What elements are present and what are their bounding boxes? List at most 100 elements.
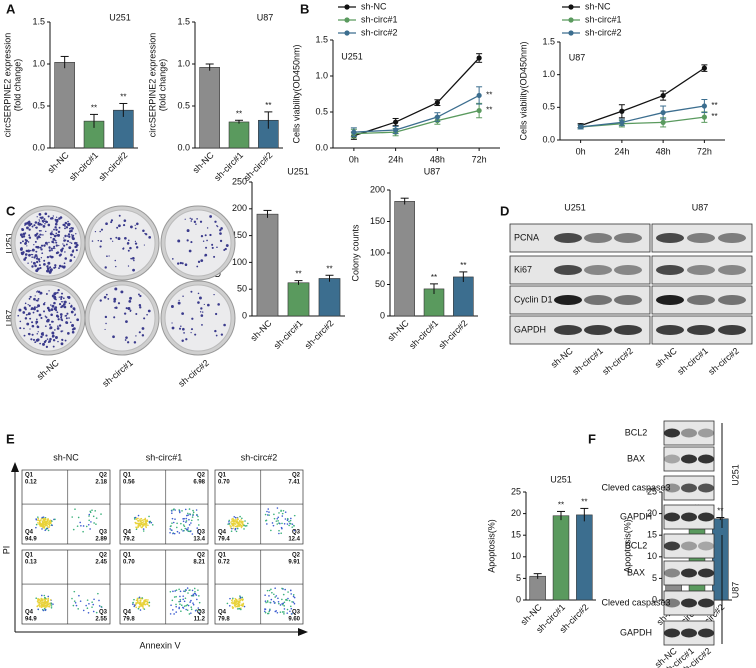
- colony: [190, 328, 194, 331]
- colony: [170, 305, 174, 308]
- colony: [64, 234, 67, 238]
- event: [82, 530, 84, 533]
- event: [92, 515, 95, 518]
- event: [144, 522, 147, 525]
- colony: [33, 256, 36, 259]
- colony: [57, 318, 60, 321]
- colony: [64, 224, 66, 227]
- colony: [197, 292, 200, 295]
- event: [274, 587, 276, 589]
- colony: [56, 327, 60, 330]
- protein-label: BCL2: [625, 540, 648, 550]
- colony: [19, 241, 22, 244]
- colony: [54, 239, 57, 242]
- quadrant-name: Q2: [99, 553, 108, 559]
- colony: [46, 244, 48, 246]
- event: [91, 509, 93, 512]
- event: [292, 593, 295, 596]
- colony: [100, 240, 103, 243]
- y-axis-label: (fold change): [12, 59, 22, 112]
- event: [278, 529, 280, 532]
- colony: [26, 245, 28, 247]
- event: [50, 605, 53, 607]
- row-label: U87: [4, 310, 14, 327]
- colony: [70, 234, 73, 236]
- event: [79, 521, 81, 524]
- colony: [67, 332, 70, 335]
- event: [290, 613, 293, 615]
- colony: [51, 320, 54, 323]
- event: [72, 604, 75, 607]
- colony: [104, 328, 106, 331]
- colony: [36, 325, 40, 329]
- blot-band: [554, 295, 582, 305]
- event: [172, 532, 174, 535]
- event: [43, 521, 46, 524]
- y-tick-label: 10: [647, 551, 657, 561]
- event: [241, 605, 244, 607]
- x-tick-label: sh-NC: [191, 150, 216, 175]
- colony: [56, 218, 59, 222]
- colony: [52, 339, 56, 342]
- x-tick-label: sh-circ#2: [303, 318, 336, 351]
- colony: [24, 302, 27, 305]
- colony: [59, 216, 63, 219]
- event: [98, 599, 100, 602]
- event: [85, 604, 87, 607]
- event: [143, 600, 146, 603]
- event: [239, 515, 241, 518]
- colony: [24, 317, 28, 320]
- event: [47, 529, 50, 532]
- event: [47, 605, 49, 608]
- event: [188, 508, 191, 510]
- colony: [195, 223, 197, 225]
- colony: [36, 216, 38, 218]
- colony: [191, 317, 194, 320]
- event: [240, 598, 243, 600]
- event: [41, 526, 44, 528]
- event: [197, 530, 199, 532]
- colony: [28, 228, 31, 231]
- colony: [58, 303, 62, 306]
- event: [244, 520, 246, 522]
- event: [140, 526, 143, 529]
- event: [289, 522, 292, 525]
- y-tick-label: 15: [511, 530, 521, 540]
- colony: [40, 244, 44, 247]
- panel-label: C: [6, 203, 16, 218]
- colony: [60, 301, 63, 303]
- colony: [117, 237, 121, 241]
- event: [92, 610, 95, 613]
- event: [228, 604, 231, 607]
- y-tick-label: 100: [370, 247, 385, 257]
- event: [236, 527, 239, 530]
- colony: [63, 244, 66, 247]
- event: [47, 519, 50, 521]
- chart-title: U251: [550, 474, 572, 484]
- y-tick-label: 1.5: [315, 34, 328, 44]
- colony: [188, 249, 192, 253]
- event: [38, 605, 41, 607]
- event: [266, 601, 269, 603]
- event: [276, 507, 279, 509]
- row-label: U251: [4, 232, 14, 254]
- blot-band: [584, 265, 612, 275]
- quadrant-value: 79.8: [218, 617, 230, 623]
- event: [182, 607, 185, 609]
- colony: [48, 246, 51, 249]
- blot-band: [681, 541, 697, 551]
- event: [288, 520, 290, 523]
- event: [274, 610, 277, 613]
- colony: [216, 246, 218, 249]
- bar: [712, 518, 729, 601]
- colony: [63, 262, 66, 265]
- colony: [26, 322, 30, 326]
- colony: [33, 307, 36, 311]
- event: [284, 599, 287, 601]
- event: [97, 592, 99, 595]
- event: [137, 517, 139, 520]
- colony: [55, 309, 58, 312]
- event: [169, 528, 171, 530]
- colony: [44, 222, 46, 225]
- event: [267, 612, 270, 615]
